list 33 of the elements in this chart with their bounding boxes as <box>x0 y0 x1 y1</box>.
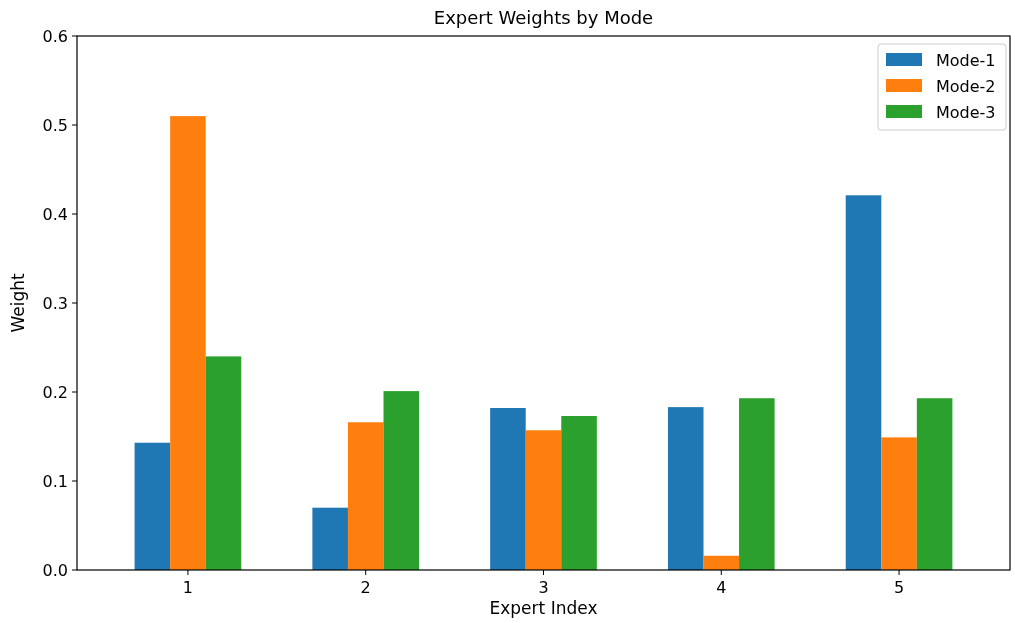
bar <box>561 416 597 570</box>
bar <box>312 507 348 570</box>
y-axis-title: Weight <box>8 273 28 333</box>
legend-label: Mode-2 <box>936 76 996 96</box>
bar <box>739 398 775 570</box>
x-tick-label: 1 <box>182 578 194 597</box>
x-tick-label: 5 <box>893 578 905 597</box>
x-tick-label: 2 <box>360 578 371 597</box>
bar <box>134 442 171 570</box>
y-tick-label: 0.5 <box>42 115 68 135</box>
x-tick-label: 4 <box>716 578 727 597</box>
y-tick-label: 0.2 <box>42 382 68 402</box>
bar <box>490 408 526 570</box>
y-tick-label: 0.6 <box>42 26 68 46</box>
y-tick-label: 0.4 <box>42 204 68 224</box>
bar <box>667 407 704 570</box>
bar <box>205 356 242 570</box>
bar <box>703 555 740 570</box>
y-tick-label: 0.1 <box>42 471 68 491</box>
bar <box>383 391 420 570</box>
chart-title: Expert Weights by Mode <box>433 7 654 28</box>
y-tick-label: 0.0 <box>42 560 68 580</box>
bar <box>170 116 206 570</box>
bar <box>525 430 562 570</box>
bar <box>845 195 882 570</box>
bar <box>347 422 384 570</box>
legend-label: Mode-1 <box>936 50 996 70</box>
x-axis-title: Expert Index <box>489 598 598 618</box>
x-tick-label: 3 <box>538 578 549 597</box>
bar <box>881 437 917 570</box>
y-tick-label: 0.3 <box>42 293 68 313</box>
bar <box>916 398 953 570</box>
legend-label: Mode-3 <box>936 102 996 122</box>
